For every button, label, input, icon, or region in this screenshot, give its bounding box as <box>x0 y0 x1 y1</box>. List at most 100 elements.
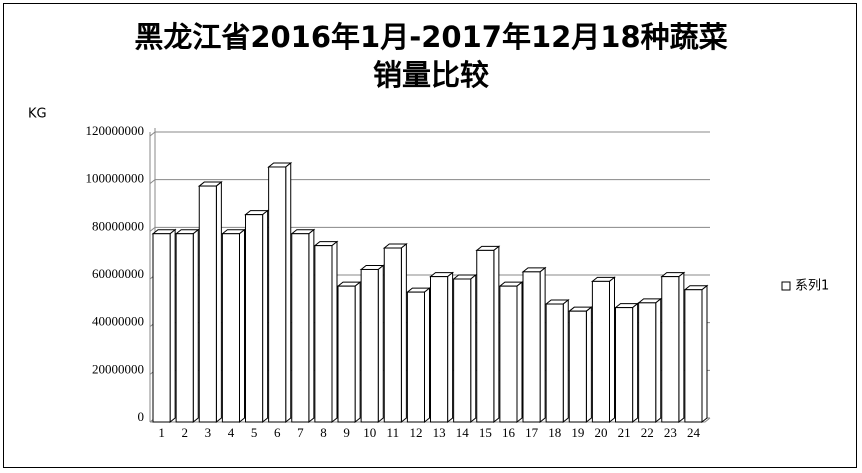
bar-side <box>308 228 315 424</box>
bar <box>313 240 339 424</box>
bar-front <box>499 285 518 423</box>
y-axis-label: KG <box>28 107 47 122</box>
x-tick-label: 9 <box>343 425 350 440</box>
x-tick-label: 4 <box>228 425 235 440</box>
x-tick-label: 19 <box>571 425 584 440</box>
x-tick-label: 24 <box>687 425 701 440</box>
x-tick-label: 11 <box>387 425 400 440</box>
bar <box>174 228 200 424</box>
chart-frame <box>3 3 857 468</box>
y-tick-label: 100000000 <box>86 171 145 186</box>
x-tick-label: 20 <box>594 425 607 440</box>
bar-side <box>423 287 430 424</box>
y-tick-label: 80000000 <box>92 218 144 233</box>
floor <box>150 417 711 423</box>
x-tick-label: 15 <box>479 425 492 440</box>
bar <box>637 297 663 424</box>
bar-side <box>470 273 477 424</box>
bar <box>359 264 385 424</box>
bar <box>567 306 593 424</box>
grid-line <box>149 131 710 137</box>
bar-side <box>215 181 222 424</box>
bar-side <box>400 242 407 424</box>
bar-front <box>383 247 402 423</box>
x-tick-label: 14 <box>456 425 470 440</box>
bar-front <box>198 185 217 423</box>
y-tick-label: 0 <box>138 409 145 424</box>
bar-front <box>661 276 680 423</box>
bar <box>336 281 362 424</box>
bar-front <box>545 303 564 423</box>
bar-side <box>608 276 615 424</box>
x-tick-label: 1 <box>158 425 165 440</box>
bar-side <box>562 298 569 424</box>
bar-side <box>262 209 269 424</box>
bar-side <box>516 281 523 424</box>
bar <box>244 209 270 424</box>
chart-title: 黑龙江省2016年1月-2017年12月18种蔬菜销量比较 <box>134 20 728 92</box>
bar-side <box>354 281 361 424</box>
bar-front <box>684 289 703 423</box>
bar-side <box>701 284 708 424</box>
bar-side <box>655 297 662 424</box>
bar <box>267 161 293 424</box>
bar <box>290 228 316 424</box>
bar <box>590 276 616 424</box>
bar-side <box>169 228 176 424</box>
y-tick-label: 60000000 <box>92 266 144 281</box>
x-tick-label: 3 <box>205 425 212 440</box>
x-tick-label: 5 <box>251 425 258 440</box>
bar-side <box>447 271 454 424</box>
bar <box>197 181 223 424</box>
x-tick-label: 2 <box>181 425 188 440</box>
bar <box>429 271 455 424</box>
bar-front <box>314 245 333 423</box>
bar-side <box>192 228 199 424</box>
bar <box>544 298 570 424</box>
bar-front <box>615 307 634 423</box>
x-tick-label: 6 <box>274 425 281 440</box>
bar <box>614 302 640 424</box>
bar-front <box>522 271 541 423</box>
bar <box>521 266 547 424</box>
bar-front <box>476 249 495 423</box>
bar-front <box>568 310 587 423</box>
bar-side <box>493 245 500 424</box>
bar-side <box>238 228 245 424</box>
y-tick-label: 120000000 <box>86 123 145 138</box>
y-tick-label: 40000000 <box>92 314 144 329</box>
x-tick-label: 10 <box>363 425 376 440</box>
x-tick-label: 8 <box>320 425 327 440</box>
bar-side <box>632 302 639 424</box>
bar <box>151 228 177 424</box>
x-tick-label: 12 <box>409 425 422 440</box>
bar <box>683 284 709 424</box>
x-tick-label: 13 <box>433 425 446 440</box>
bar-front <box>453 278 472 423</box>
bar-front <box>291 233 310 423</box>
bar <box>382 242 408 424</box>
bar <box>660 271 686 424</box>
legend-swatch <box>781 281 791 291</box>
bar-side <box>285 161 292 424</box>
bar <box>405 287 431 424</box>
bar-front <box>360 268 379 423</box>
x-tick-label: 21 <box>618 425 631 440</box>
bar-side <box>585 306 592 424</box>
x-tick-label: 16 <box>502 425 516 440</box>
bar-side <box>331 240 338 424</box>
bar-front <box>591 280 610 423</box>
bar-front <box>638 302 657 423</box>
bar-side <box>539 266 546 424</box>
x-tick-label: 22 <box>641 425 654 440</box>
grid-line <box>149 179 710 185</box>
bar-side <box>377 264 384 424</box>
bar-side <box>678 271 685 424</box>
bar-front <box>337 285 356 423</box>
bar <box>220 228 246 424</box>
x-tick-label: 18 <box>548 425 561 440</box>
bar <box>498 281 524 424</box>
x-tick-label: 7 <box>297 425 304 440</box>
bar <box>475 245 501 424</box>
